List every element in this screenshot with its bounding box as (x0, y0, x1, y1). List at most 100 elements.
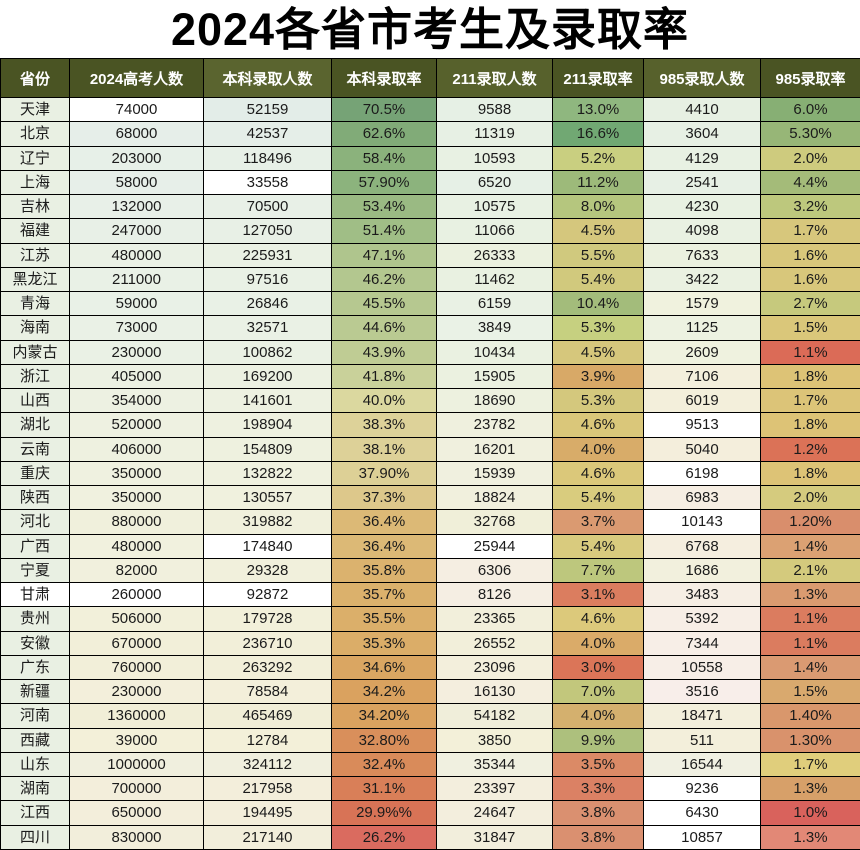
table-row: 江苏 480000 225931 47.1% 26333 5.5% 7633 1.6% (0, 242, 860, 268)
table-cell: 670000 (69, 630, 204, 656)
table-cell: 350000 (69, 484, 204, 511)
table-cell: 5.5% (552, 242, 644, 268)
table-row: 陕西 350000 130557 37.3% 18824 5.4% 6983 2.0% (0, 484, 860, 511)
table-cell: 4.5% (552, 218, 644, 244)
table-cell: 11066 (436, 218, 553, 244)
page-title: 2024各省市考生及录取率 (170, 3, 690, 55)
table-cell: 44.6% (331, 315, 437, 341)
table-cell: 132822 (203, 460, 332, 487)
table-cell: 700000 (69, 775, 204, 802)
table-cell: 45.5% (331, 290, 437, 317)
table-cell: 154809 (203, 436, 332, 462)
table-cell: 3.2% (760, 193, 860, 220)
table-cell: 3.7% (552, 509, 644, 535)
table-cell: 3.1% (552, 581, 644, 608)
table-cell: 35.8% (331, 557, 437, 584)
table-cell: 6983 (643, 484, 761, 511)
table-cell: 4.5% (552, 339, 644, 365)
table-cell: 4410 (643, 96, 761, 123)
cell-province: 贵州 (0, 606, 70, 632)
table-cell: 480000 (69, 533, 204, 559)
table-cell: 354000 (69, 387, 204, 414)
table-cell: 260000 (69, 581, 204, 608)
table-cell: 4.6% (552, 460, 644, 487)
table-cell: 10593 (436, 145, 553, 171)
table-cell: 830000 (69, 824, 204, 850)
cell-province: 北京 (0, 121, 70, 147)
table-cell: 6019 (643, 387, 761, 414)
table-cell: 3849 (436, 315, 553, 341)
table-row: 河北 880000 319882 36.4% 32768 3.7% 10143 1.20% (0, 509, 860, 535)
table-cell: 179728 (203, 606, 332, 632)
table-cell: 650000 (69, 800, 204, 826)
table-cell: 8126 (436, 581, 553, 608)
table-cell: 6159 (436, 290, 553, 317)
table-cell: 1.0% (760, 800, 860, 826)
table-cell: 5.3% (552, 315, 644, 341)
table-cell: 1.5% (760, 678, 860, 705)
table-cell: 4.0% (552, 436, 644, 462)
table-cell: 7.7% (552, 557, 644, 584)
table-row: 云南 406000 154809 38.1% 16201 4.0% 5040 1.2% (0, 436, 860, 462)
table-cell: 34.20% (331, 703, 437, 729)
table-cell: 36.4% (331, 533, 437, 559)
table-cell: 9513 (643, 412, 761, 438)
table-cell: 1579 (643, 290, 761, 317)
cell-province: 青海 (0, 290, 70, 317)
table-cell: 57.90% (331, 169, 437, 196)
table-cell: 1.20% (760, 509, 860, 535)
cell-province: 新疆 (0, 678, 70, 705)
column-header-2: 2024高考人数 (69, 58, 204, 98)
table-cell: 3.8% (552, 824, 644, 850)
table-cell: 16201 (436, 436, 553, 462)
table-cell: 58000 (69, 169, 204, 196)
table-cell: 5040 (643, 436, 761, 462)
table-cell: 1.1% (760, 339, 860, 365)
table-cell: 3.5% (552, 751, 644, 778)
table-cell: 230000 (69, 339, 204, 365)
table-cell: 15905 (436, 363, 553, 390)
table-cell: 70.5% (331, 96, 437, 123)
table-cell: 5.4% (552, 533, 644, 559)
table-cell: 10857 (643, 824, 761, 850)
table-cell: 35.5% (331, 606, 437, 632)
table-cell: 1686 (643, 557, 761, 584)
table-cell: 26333 (436, 242, 553, 268)
table-cell: 6198 (643, 460, 761, 487)
table-cell: 4.4% (760, 169, 860, 196)
table-cell: 350000 (69, 460, 204, 487)
table-cell: 16.6% (552, 121, 644, 147)
table-cell: 13.0% (552, 96, 644, 123)
table-cell: 132000 (69, 193, 204, 220)
table-cell: 29328 (203, 557, 332, 584)
table-cell: 74000 (69, 96, 204, 123)
table-cell: 41.8% (331, 363, 437, 390)
table-cell: 3.3% (552, 775, 644, 802)
table-cell: 37.3% (331, 484, 437, 511)
table-cell: 11.2% (552, 169, 644, 196)
table-cell: 12784 (203, 727, 332, 753)
table-row: 北京 68000 42537 62.6% 11319 16.6% 3604 5.30% (0, 121, 860, 147)
table-cell: 5392 (643, 606, 761, 632)
table-cell: 10575 (436, 193, 553, 220)
table-cell: 43.9% (331, 339, 437, 365)
table-cell: 34.2% (331, 678, 437, 705)
cell-province: 山东 (0, 751, 70, 778)
table-cell: 406000 (69, 436, 204, 462)
table-cell: 73000 (69, 315, 204, 341)
cell-province: 内蒙古 (0, 339, 70, 365)
table-cell: 2.0% (760, 484, 860, 511)
table-cell: 4.6% (552, 412, 644, 438)
table-cell: 3.0% (552, 654, 644, 681)
table-row: 山西 354000 141601 40.0% 18690 5.3% 6019 1.7% (0, 387, 860, 414)
table-cell: 118496 (203, 145, 332, 171)
table-cell: 5.4% (552, 484, 644, 511)
table-cell: 1.1% (760, 630, 860, 656)
table-cell: 68000 (69, 121, 204, 147)
table-cell: 2.0% (760, 145, 860, 171)
table-cell: 1000000 (69, 751, 204, 778)
table-cell: 23365 (436, 606, 553, 632)
table-cell: 82000 (69, 557, 204, 584)
table-row: 贵州 506000 179728 35.5% 23365 4.6% 5392 1.1% (0, 606, 860, 632)
cell-province: 河南 (0, 703, 70, 729)
